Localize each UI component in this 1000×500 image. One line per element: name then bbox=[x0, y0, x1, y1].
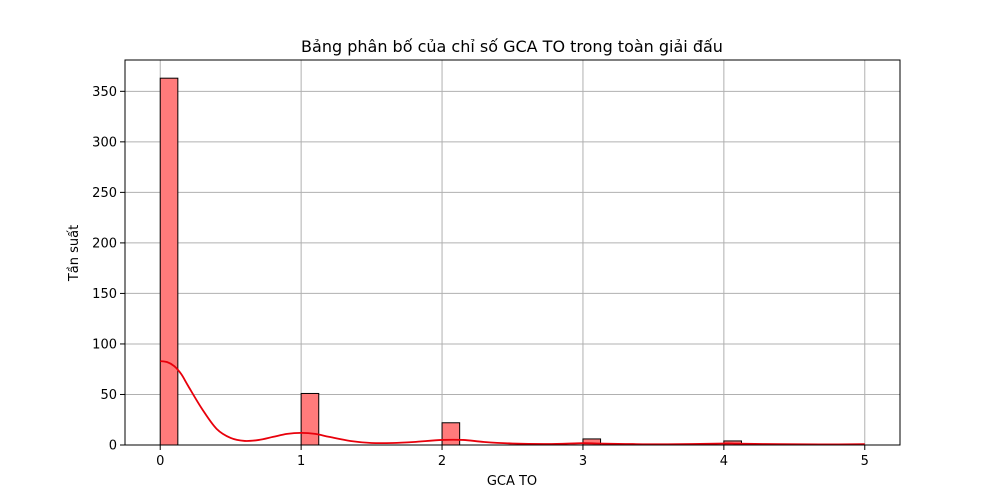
y-axis-ticks: 0 50 100 150 200 250 300 350 bbox=[92, 85, 125, 454]
histogram-bars bbox=[159, 77, 742, 446]
y-tick-label: 100 bbox=[92, 337, 117, 352]
chart-title: Bảng phân bố của chỉ số GCA TO trong toà… bbox=[301, 37, 723, 56]
histogram-bar bbox=[300, 392, 320, 446]
x-tick-label: 1 bbox=[297, 454, 305, 469]
x-tick-label: 5 bbox=[861, 454, 869, 469]
x-tick-label: 0 bbox=[156, 454, 164, 469]
y-tick-label: 350 bbox=[92, 85, 117, 100]
y-axis-label: Tần suất bbox=[67, 225, 82, 282]
histogram-bar bbox=[159, 77, 179, 446]
kde-curve bbox=[160, 360, 865, 446]
x-tick-label: 3 bbox=[579, 454, 587, 469]
y-tick-label: 0 bbox=[109, 439, 117, 454]
y-tick-label: 300 bbox=[92, 135, 117, 150]
x-tick-label: 2 bbox=[438, 454, 446, 469]
x-tick-label: 4 bbox=[720, 454, 728, 469]
x-axis-label: GCA TO bbox=[487, 474, 537, 489]
histogram-bar bbox=[441, 422, 461, 446]
y-tick-label: 200 bbox=[92, 236, 117, 251]
y-tick-label: 250 bbox=[92, 186, 117, 201]
grid-lines bbox=[125, 60, 900, 446]
plot-frame bbox=[124, 59, 901, 446]
y-tick-label: 150 bbox=[92, 287, 117, 302]
x-axis-ticks: 0 1 2 3 4 5 bbox=[156, 445, 869, 469]
y-tick-label: 50 bbox=[100, 388, 117, 403]
